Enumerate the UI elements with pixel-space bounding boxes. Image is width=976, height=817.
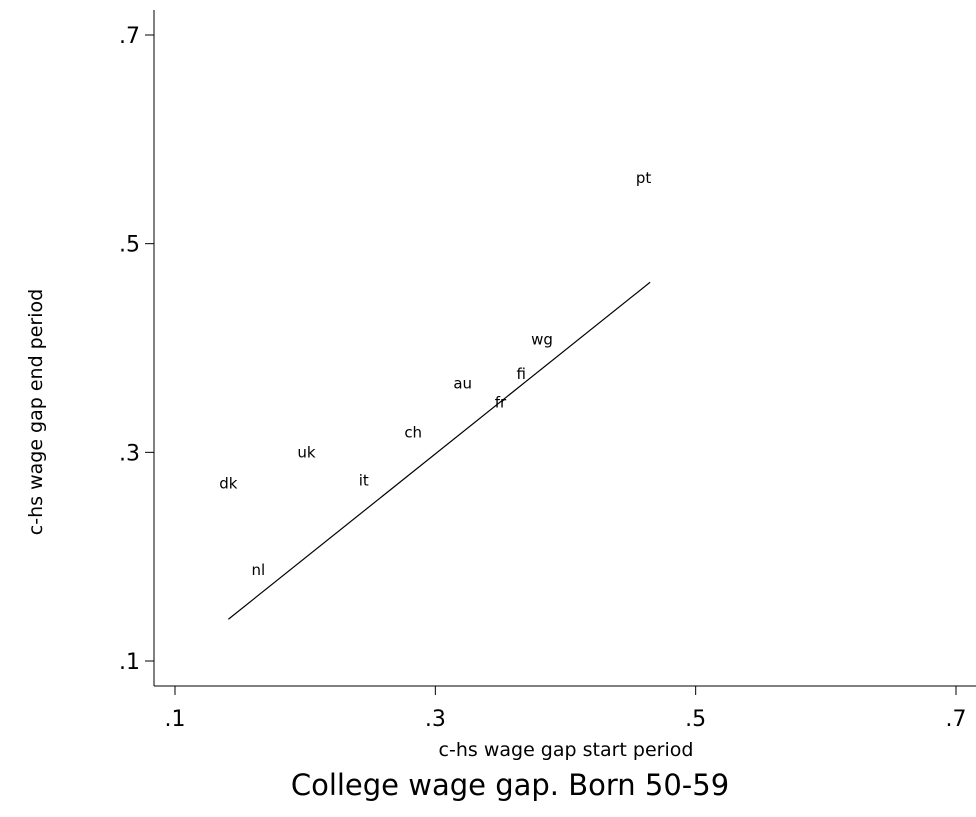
- axes: .1 .3 .5 .7 .1 .3 .5 .7: [119, 10, 976, 732]
- point-label-uk: uk: [297, 443, 316, 461]
- chart-title: College wage gap. Born 50-59: [291, 768, 729, 802]
- point-label-it: it: [359, 472, 369, 490]
- x-axis-title: c-hs wage gap start period: [439, 739, 694, 761]
- fit-line: [227, 281, 651, 620]
- y-tick-label: .1: [119, 650, 140, 675]
- x-tick-label: .1: [165, 707, 186, 732]
- x-tick-label: .7: [946, 707, 967, 732]
- point-label-au: au: [453, 374, 472, 392]
- point-label-ch: ch: [404, 424, 422, 442]
- x-tick-label: .5: [685, 707, 706, 732]
- y-tick-label: .5: [119, 233, 140, 258]
- fit-line-group: [227, 281, 651, 620]
- point-label-pt: pt: [636, 169, 652, 187]
- point-label-wg: wg: [531, 331, 553, 349]
- x-tick-label: .3: [425, 707, 446, 732]
- y-tick-label: .3: [119, 441, 140, 466]
- point-label-nl: nl: [251, 561, 265, 579]
- y-axis-title: c-hs wage gap end period: [25, 289, 47, 535]
- point-label-fr: fr: [495, 393, 507, 411]
- point-label-dk: dk: [219, 475, 238, 493]
- point-label-fi: fi: [517, 365, 526, 383]
- y-tick-label: .7: [119, 24, 140, 49]
